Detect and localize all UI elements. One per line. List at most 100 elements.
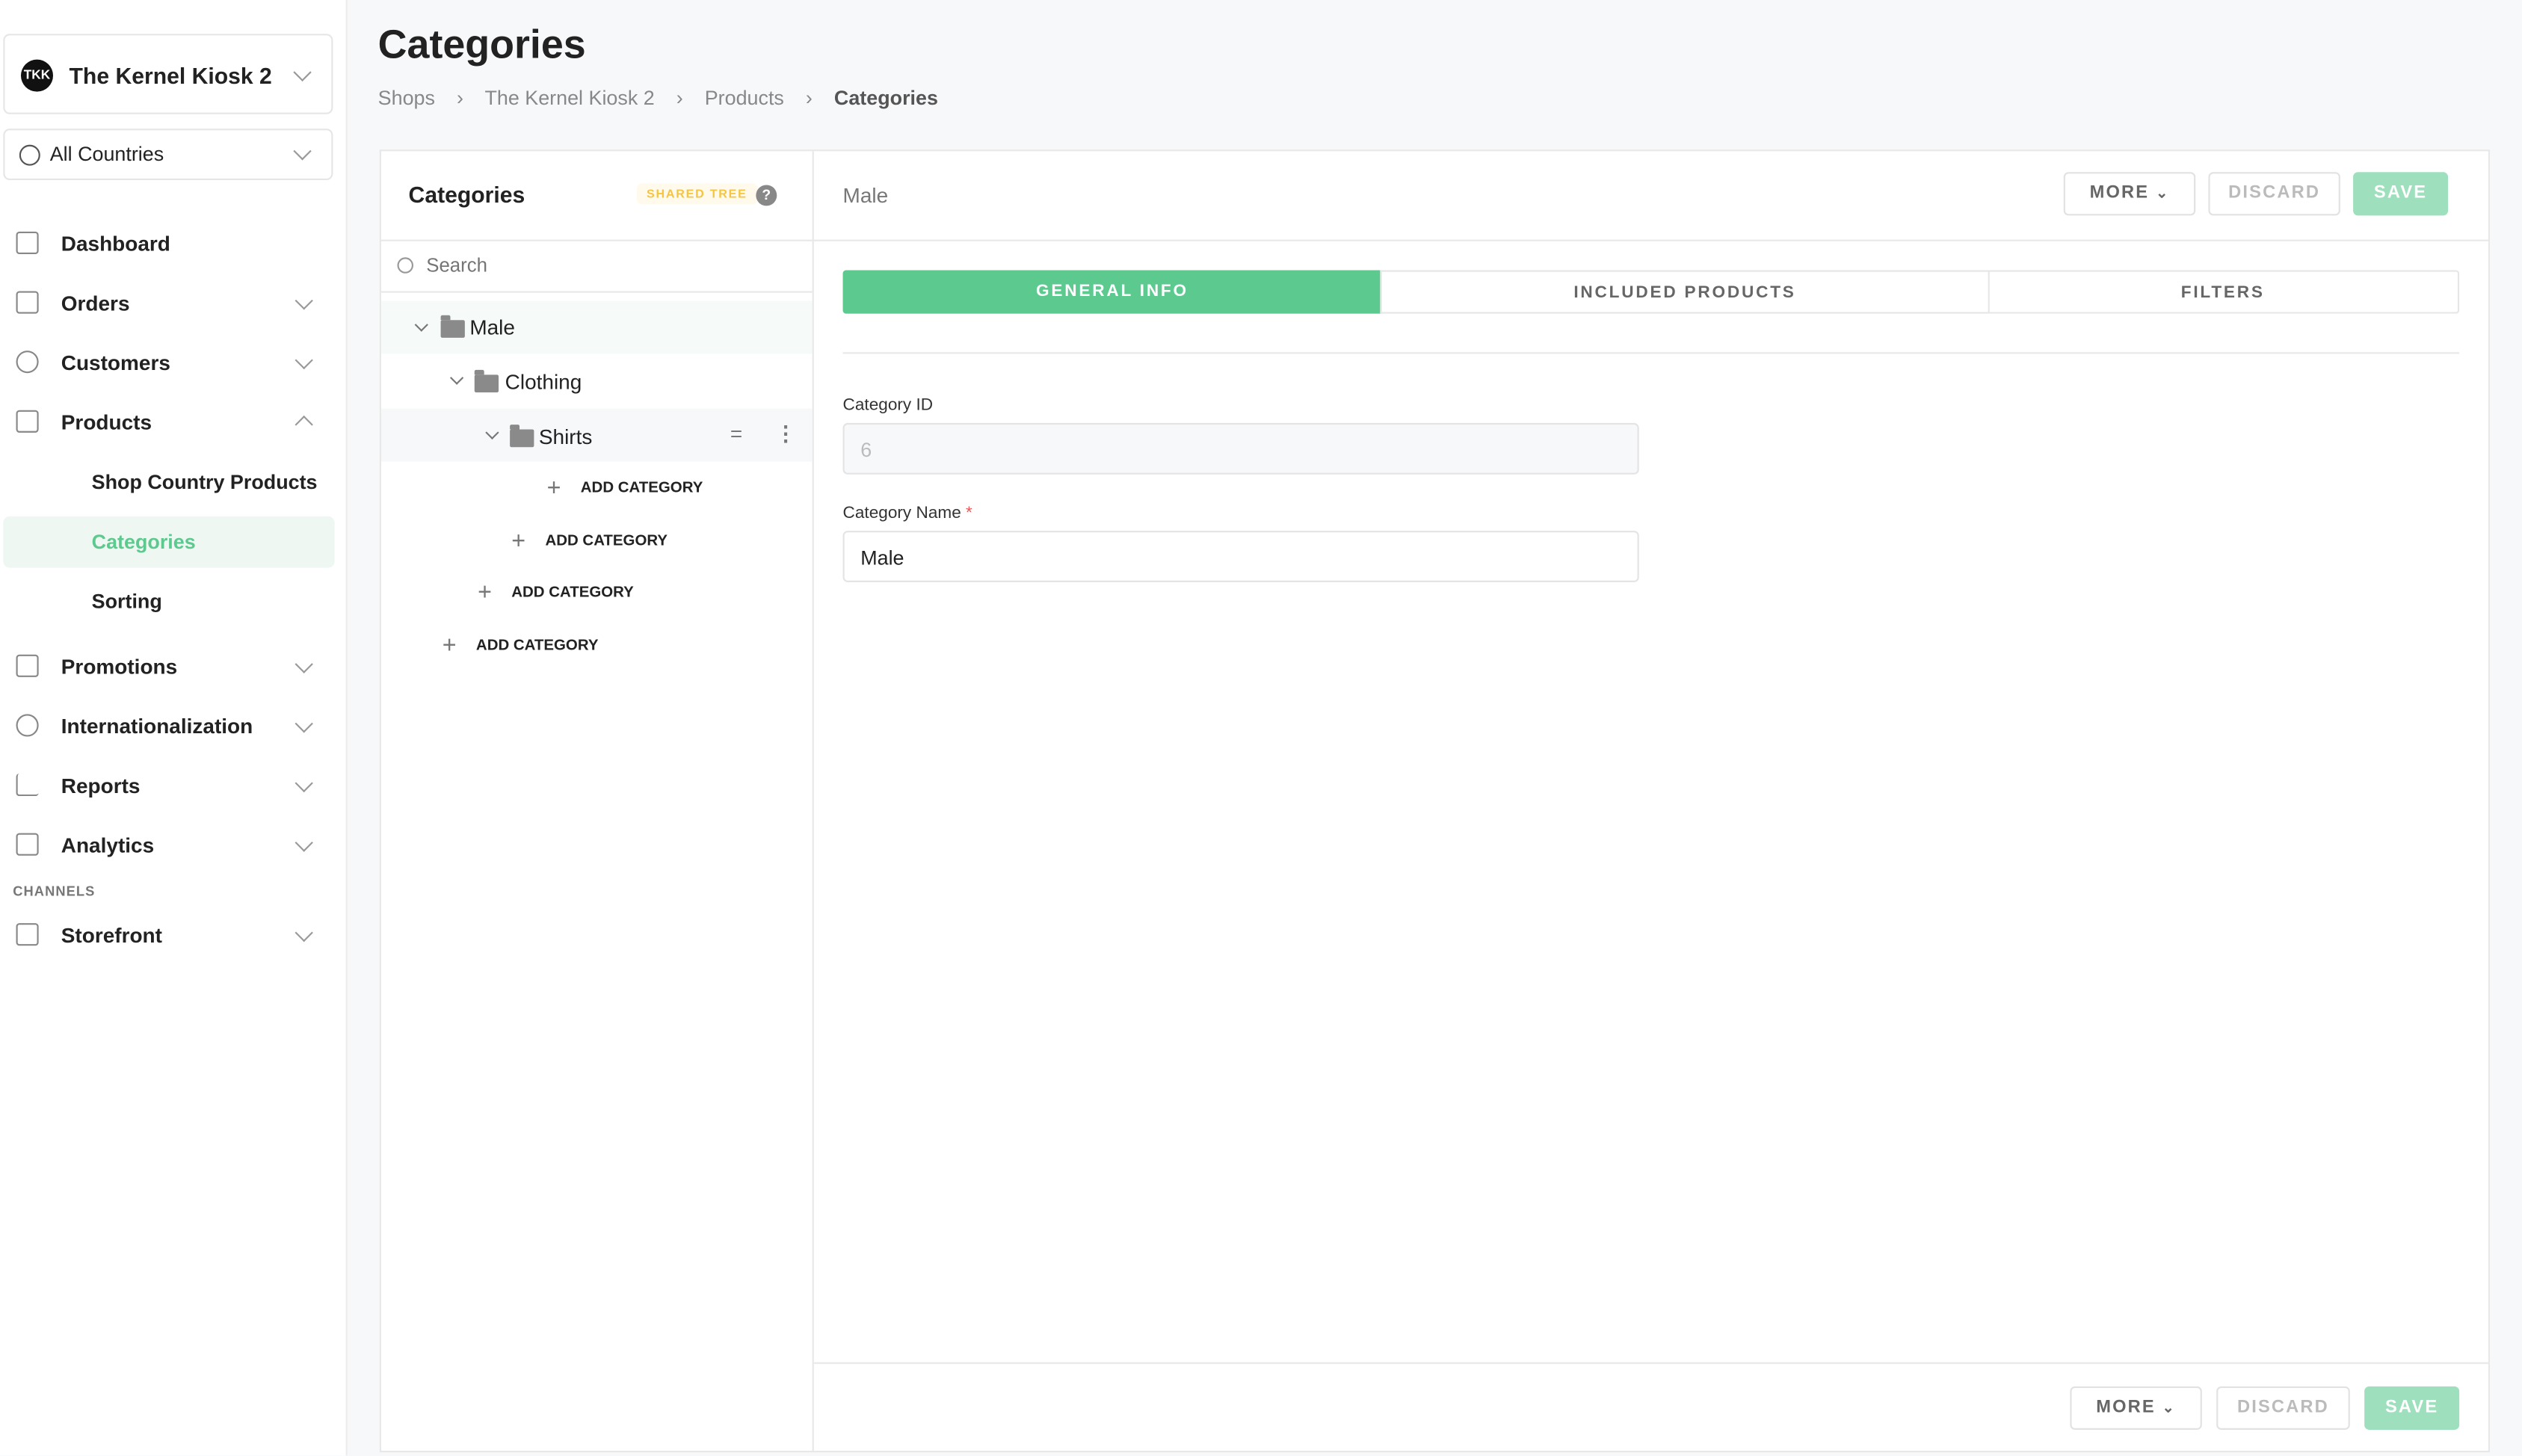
add-category-label: ADD CATEGORY bbox=[580, 479, 703, 497]
nav-analytics[interactable]: Analytics bbox=[0, 820, 346, 872]
plus-icon: + bbox=[546, 474, 561, 502]
required-mark: * bbox=[966, 503, 972, 523]
store-selector[interactable]: TKK The Kernel Kiosk 2 bbox=[3, 34, 333, 114]
nav-label: Analytics bbox=[61, 833, 155, 857]
tree-search-input[interactable] bbox=[422, 252, 783, 279]
plus-icon: + bbox=[511, 527, 526, 555]
nav-label: Sorting bbox=[91, 590, 162, 613]
search-icon bbox=[397, 257, 414, 274]
nav-reports[interactable]: Reports bbox=[0, 761, 346, 812]
tree-node-shirts[interactable]: Shirts = ⋮ bbox=[380, 408, 813, 462]
chevron-down-icon[interactable] bbox=[485, 425, 499, 439]
nav-label: Customers bbox=[61, 351, 170, 375]
folder-icon bbox=[474, 369, 499, 393]
shared-tree-badge: SHARED TREE bbox=[637, 183, 757, 205]
nav-internationalization[interactable]: Internationalization bbox=[0, 701, 346, 753]
chevron-down-icon[interactable] bbox=[414, 318, 428, 332]
tree-title: Categories bbox=[408, 182, 525, 208]
detail-title: Male bbox=[842, 183, 889, 208]
chevron-down-icon: ⌄ bbox=[2155, 185, 2170, 201]
chevron-right-icon: › bbox=[676, 87, 683, 110]
node-label: Male bbox=[469, 315, 515, 340]
breadcrumb-store[interactable]: The Kernel Kiosk 2 bbox=[484, 87, 655, 110]
chevron-down-icon[interactable] bbox=[449, 371, 464, 385]
folder-icon bbox=[510, 425, 534, 448]
nav-customers[interactable]: Customers bbox=[0, 338, 346, 389]
tabs-divider bbox=[842, 352, 2460, 354]
footer-divider bbox=[813, 1362, 2488, 1364]
plus-icon: + bbox=[478, 579, 492, 607]
chevron-right-icon: › bbox=[456, 87, 463, 110]
tree-node-male[interactable]: Male bbox=[380, 300, 813, 354]
bar-chart-icon bbox=[16, 774, 39, 797]
more-button[interactable]: MORE ⌄ bbox=[2063, 172, 2196, 216]
tab-general-info[interactable]: GENERAL INFO bbox=[842, 270, 1382, 314]
category-name-field[interactable]: Male bbox=[842, 531, 1639, 582]
shirt-icon bbox=[16, 410, 39, 433]
nav-label: Shop Country Products bbox=[91, 471, 318, 494]
chevron-down-icon: ⌄ bbox=[2162, 1399, 2176, 1416]
more-label: MORE bbox=[2089, 183, 2150, 203]
drag-handle-icon[interactable]: = bbox=[730, 421, 743, 446]
nav-dashboard[interactable]: Dashboard bbox=[0, 219, 346, 271]
node-label: Clothing bbox=[505, 369, 582, 395]
nav-categories[interactable]: Categories bbox=[3, 516, 335, 568]
nav-label: Dashboard bbox=[61, 231, 170, 256]
breadcrumb-products[interactable]: Products bbox=[704, 87, 784, 110]
tab-filters[interactable]: FILTERS bbox=[1988, 270, 2460, 314]
tree-search[interactable] bbox=[380, 241, 813, 293]
save-button[interactable]: SAVE bbox=[2353, 172, 2449, 216]
category-id-field: 6 bbox=[842, 422, 1639, 475]
nav-promotions[interactable]: Promotions bbox=[0, 642, 346, 694]
help-icon[interactable]: ? bbox=[756, 185, 777, 206]
chevron-down-icon bbox=[295, 351, 313, 370]
more-vertical-icon[interactable]: ⋮ bbox=[775, 421, 797, 446]
customers-icon bbox=[16, 351, 39, 374]
chevron-up-icon bbox=[295, 415, 313, 434]
chevron-down-icon bbox=[293, 142, 312, 161]
tree-node-clothing[interactable]: Clothing bbox=[381, 354, 813, 407]
nav-storefront[interactable]: Storefront bbox=[0, 910, 346, 962]
country-selector[interactable]: All Countries bbox=[3, 129, 333, 181]
analytics-icon bbox=[16, 833, 39, 856]
store-name: The Kernel Kiosk 2 bbox=[69, 62, 272, 89]
footer-save-button[interactable]: SAVE bbox=[2364, 1386, 2460, 1430]
chevron-down-icon bbox=[295, 833, 313, 852]
category-name-label: Category Name * bbox=[843, 504, 972, 523]
chevron-down-icon bbox=[295, 774, 313, 793]
nav-label: Internationalization bbox=[61, 714, 253, 738]
category-name-label-text: Category Name bbox=[842, 503, 961, 523]
add-category-label: ADD CATEGORY bbox=[545, 532, 668, 550]
nav-label: Promotions bbox=[61, 654, 178, 679]
column-divider bbox=[812, 151, 814, 1451]
chevron-down-icon bbox=[293, 63, 312, 82]
store-avatar: TKK bbox=[20, 59, 54, 92]
footer-more-button[interactable]: MORE ⌄ bbox=[2070, 1386, 2202, 1430]
nav-sorting[interactable]: Sorting bbox=[3, 576, 334, 627]
globe-icon bbox=[16, 714, 39, 737]
node-label: Shirts bbox=[538, 425, 593, 449]
categories-panel bbox=[379, 149, 2490, 1453]
breadcrumb: Shops › The Kernel Kiosk 2 › Products › … bbox=[378, 87, 938, 109]
header-divider bbox=[380, 239, 2488, 241]
chevron-right-icon: › bbox=[805, 87, 813, 110]
more-label: MORE bbox=[2096, 1397, 2156, 1417]
nav-products[interactable]: Products bbox=[0, 397, 346, 448]
add-category-label: ADD CATEGORY bbox=[511, 584, 634, 602]
footer-discard-button[interactable]: DISCARD bbox=[2216, 1386, 2350, 1430]
nav-orders[interactable]: Orders bbox=[0, 278, 346, 330]
add-category-label: ADD CATEGORY bbox=[475, 637, 599, 655]
sidebar: TKK The Kernel Kiosk 2 All Countries Das… bbox=[0, 0, 348, 1456]
dashboard-icon bbox=[16, 231, 39, 254]
discard-button[interactable]: DISCARD bbox=[2208, 172, 2340, 216]
nav-shop-country-products[interactable]: Shop Country Products bbox=[3, 457, 334, 508]
tab-included-products[interactable]: INCLUDED PRODUCTS bbox=[1380, 270, 1990, 314]
breadcrumb-current: Categories bbox=[833, 87, 938, 110]
breadcrumb-shops[interactable]: Shops bbox=[377, 87, 435, 110]
chevron-down-icon bbox=[295, 715, 313, 733]
plus-icon: + bbox=[442, 632, 457, 660]
chevron-down-icon bbox=[295, 291, 313, 310]
ticket-icon bbox=[16, 654, 39, 677]
orders-icon bbox=[16, 291, 39, 314]
chevron-down-icon bbox=[295, 923, 313, 943]
